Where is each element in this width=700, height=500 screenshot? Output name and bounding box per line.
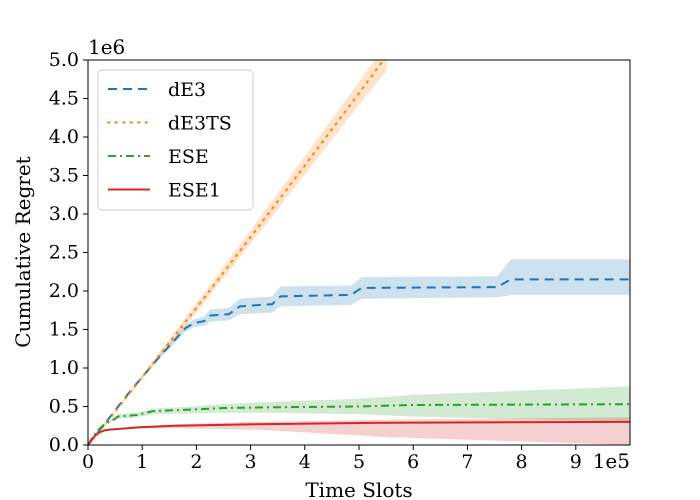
x-tick-label: 9 <box>570 451 582 473</box>
x-offset-label: 1e5 <box>593 449 630 473</box>
x-tick-label: 4 <box>299 451 311 473</box>
x-tick-label: 1 <box>136 451 148 473</box>
y-tick-label: 5.0 <box>49 49 79 71</box>
y-tick-label: 1.0 <box>49 357 79 379</box>
y-tick-label: 2.5 <box>49 242 79 264</box>
x-axis-label: Time Slots <box>305 478 412 500</box>
series-lines <box>88 60 630 445</box>
line-de3ts <box>88 60 385 445</box>
x-tick-label: 0 <box>82 451 94 473</box>
x-tick-label: 6 <box>407 451 419 473</box>
band-de3 <box>88 259 630 445</box>
y-axis-ticks: 0.0 0.5 1.0 1.5 2.0 2.5 3.0 3.5 4.0 4.5 5.0 <box>49 49 88 456</box>
y-tick-label: 0.0 <box>49 434 79 456</box>
legend: dE3 dE3TS ESE ESE1 <box>97 69 254 211</box>
x-tick-label: 5 <box>353 451 365 473</box>
legend-label-de3ts: dE3TS <box>168 113 232 135</box>
line-ese <box>88 403 630 445</box>
legend-label-ese1: ESE1 <box>168 180 221 202</box>
x-tick-label: 8 <box>516 451 528 473</box>
y-tick-label: 0.5 <box>49 396 79 418</box>
x-axis-ticks: 0 1 2 3 4 5 6 7 8 9 <box>82 445 582 473</box>
x-tick-label: 2 <box>190 451 202 473</box>
y-axis-label: Cumulative Regret <box>11 156 35 347</box>
legend-label-ese: ESE <box>168 146 209 168</box>
band-de3ts <box>88 60 388 445</box>
y-offset-label: 1e6 <box>88 35 125 59</box>
legend-box <box>97 69 254 211</box>
band-ese <box>88 386 630 445</box>
y-tick-label: 3.0 <box>49 203 79 225</box>
line-ese1 <box>88 420 630 445</box>
y-tick-label: 2.0 <box>49 280 79 302</box>
y-tick-label: 4.5 <box>49 88 79 110</box>
x-tick-label: 3 <box>245 451 257 473</box>
x-tick-label: 7 <box>461 451 473 473</box>
y-tick-label: 4.0 <box>49 126 79 148</box>
y-tick-label: 1.5 <box>49 319 79 341</box>
y-tick-label: 3.5 <box>49 165 79 187</box>
legend-label-de3: dE3 <box>168 79 206 101</box>
